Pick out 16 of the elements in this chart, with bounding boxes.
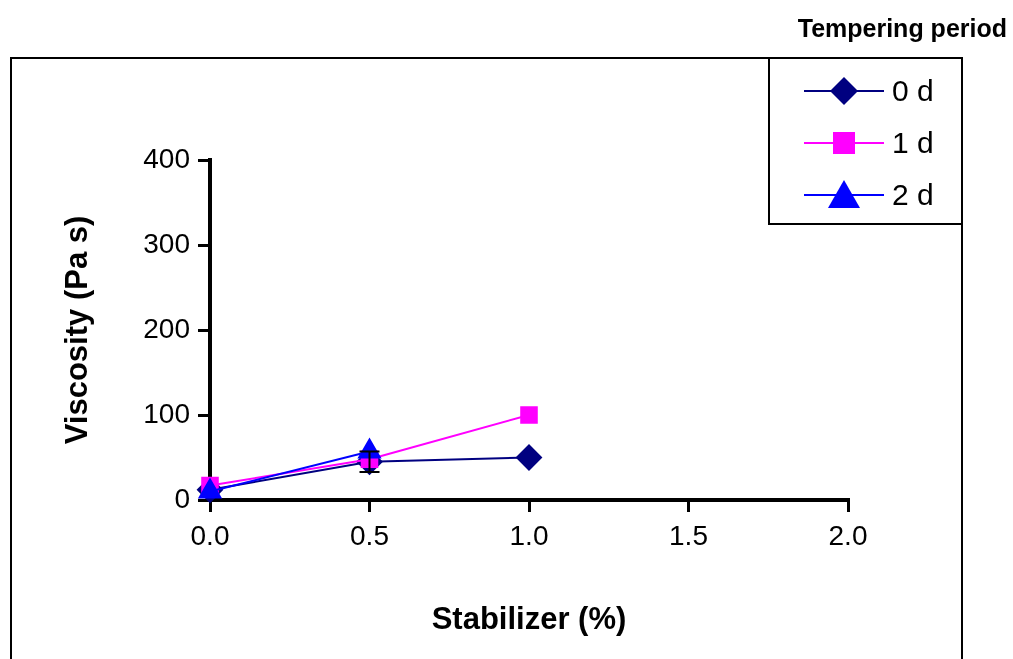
- x-tick-label: 0.5: [350, 519, 389, 551]
- x-tick-label: 0.0: [190, 519, 230, 551]
- x-axis-title: Stabilizer (%): [431, 600, 627, 636]
- y-tick-label: 200: [143, 312, 190, 344]
- y-tick-label: 0: [174, 482, 190, 514]
- y-tick-label: 300: [143, 227, 190, 259]
- legend-label: 1 d: [892, 126, 934, 160]
- legend-label: 0 d: [892, 74, 934, 108]
- x-tick-label: 2.0: [828, 519, 868, 551]
- legend-title: Tempering period: [797, 14, 1007, 43]
- x-tick-label: 1.0: [509, 519, 549, 551]
- y-tick-label: 100: [143, 397, 190, 429]
- y-axis-title: Viscosity (Pa s): [59, 215, 95, 445]
- x-tick-label: 1.5: [669, 519, 708, 551]
- legend-label: 2 d: [892, 178, 934, 212]
- y-tick-label: 400: [143, 142, 190, 174]
